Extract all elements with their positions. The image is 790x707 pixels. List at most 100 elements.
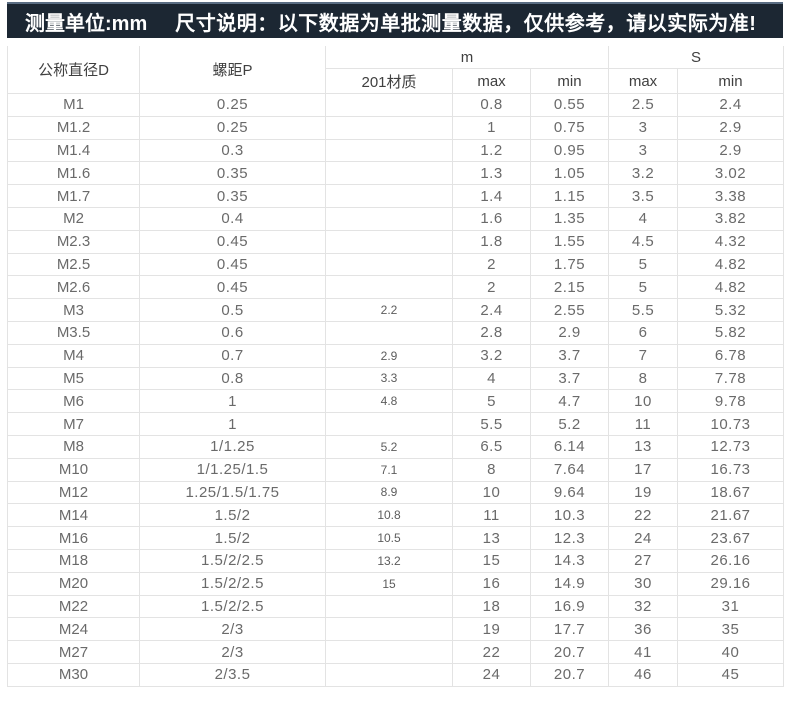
cell-pitch: 0.6 [139, 320, 326, 345]
cell-s-max: 4 [608, 206, 678, 231]
cell-material-201: 5.2 [325, 434, 453, 459]
cell-m-min: 9.64 [530, 480, 609, 505]
cell-m-min: 2.55 [530, 298, 609, 322]
cell-material-201 [325, 252, 453, 277]
cell-pitch: 1.5/2/2.5 [139, 594, 326, 619]
cell-m-max: 15 [452, 548, 531, 573]
cell-diameter: M1.4 [7, 138, 140, 163]
spec-row: M27 2/3 22 20.7 41 40 [7, 640, 785, 664]
cell-s-min: 16.73 [676, 457, 785, 482]
spec-row: M1.2 0.25 1 0.75 3 2.9 [7, 115, 785, 140]
cell-s-max: 3.2 [608, 161, 678, 186]
cell-m-min: 14.3 [530, 548, 609, 573]
cell-m-max: 3.2 [452, 343, 531, 368]
cell-pitch: 0.7 [139, 343, 326, 368]
cell-m-min: 20.7 [530, 640, 609, 664]
cell-material-201 [325, 640, 453, 664]
cell-diameter: M20 [7, 571, 140, 596]
cell-m-max: 16 [452, 571, 531, 596]
cell-material-201 [325, 275, 453, 300]
cell-s-min: 31 [676, 594, 785, 619]
cell-s-min: 35 [676, 617, 785, 642]
cell-diameter: M14 [7, 503, 140, 528]
cell-material-201 [325, 115, 453, 140]
cell-pitch: 1.5/2/2.5 [139, 548, 326, 573]
cell-material-201 [325, 412, 453, 436]
cell-m-min: 1.35 [530, 206, 609, 231]
cell-s-max: 36 [608, 617, 678, 642]
spec-row: M2.3 0.45 1.8 1.55 4.5 4.32 [7, 229, 785, 254]
spec-table-body: M1 0.25 0.8 0.55 2.5 2.4 M1.2 0.25 1 0.75 3 2.9 M1.4… [7, 93, 785, 687]
cell-m-max: 5.5 [452, 412, 531, 436]
cell-s-min: 2.9 [676, 138, 785, 163]
spec-row: M30 2/3.5 24 20.7 46 45 [7, 662, 785, 687]
spec-row: M18 1.5/2/2.5 13.2 15 14.3 27 26.16 [7, 548, 785, 573]
header-s-max: max [608, 68, 678, 94]
cell-s-max: 8 [608, 366, 678, 391]
cell-material-201 [325, 93, 453, 117]
cell-m-min: 1.55 [530, 229, 609, 254]
cell-s-max: 2.5 [608, 93, 678, 117]
cell-diameter: M1.6 [7, 161, 140, 186]
cell-pitch: 0.5 [139, 298, 326, 322]
cell-pitch: 0.35 [139, 184, 326, 208]
cell-m-min: 4.7 [530, 389, 609, 414]
cell-m-min: 0.95 [530, 138, 609, 163]
cell-s-max: 11 [608, 412, 678, 436]
cell-s-max: 13 [608, 434, 678, 459]
cell-m-max: 5 [452, 389, 531, 414]
cell-s-max: 17 [608, 457, 678, 482]
cell-m-min: 20.7 [530, 662, 609, 687]
cell-diameter: M24 [7, 617, 140, 642]
header-s-min: min [676, 68, 785, 94]
spec-row: M3 0.5 2.2 2.4 2.55 5.5 5.32 [7, 298, 785, 322]
spec-row: M2.6 0.45 2 2.15 5 4.82 [7, 275, 785, 300]
spec-row: M2 0.4 1.6 1.35 4 3.82 [7, 206, 785, 231]
cell-m-max: 6.5 [452, 434, 531, 459]
cell-s-max: 32 [608, 594, 678, 619]
cell-diameter: M10 [7, 457, 140, 482]
cell-m-min: 1.05 [530, 161, 609, 186]
cell-s-min: 5.82 [676, 320, 785, 345]
cell-material-201: 15 [325, 571, 453, 596]
header-material-201: 201材质 [325, 68, 453, 94]
cell-s-min: 45 [676, 662, 785, 687]
cell-pitch: 2/3 [139, 617, 326, 642]
cell-diameter: M18 [7, 548, 140, 573]
cell-s-max: 5 [608, 275, 678, 300]
cell-m-min: 3.7 [530, 343, 609, 368]
header-row-sub: 201材质 max min max min [8, 68, 785, 94]
cell-diameter: M4 [7, 343, 140, 368]
cell-material-201 [325, 229, 453, 254]
spec-table-header: 公称直径D 螺距P m S 201材质 max min max min [7, 46, 785, 94]
header-diameter: 公称直径D [7, 46, 140, 94]
cell-s-min: 4.82 [676, 275, 785, 300]
spec-row: M24 2/3 19 17.7 36 35 [7, 617, 785, 642]
cell-diameter: M1 [7, 93, 140, 117]
spec-row: M3.5 0.6 2.8 2.9 6 5.82 [7, 320, 785, 345]
cell-pitch: 0.25 [139, 115, 326, 140]
cell-material-201: 4.8 [325, 389, 453, 414]
header-group-s: S [607, 46, 785, 69]
cell-m-min: 2.15 [530, 275, 609, 300]
cell-s-max: 10 [608, 389, 678, 414]
cell-m-min: 2.9 [530, 320, 609, 345]
cell-material-201: 2.9 [325, 343, 453, 368]
cell-diameter: M27 [7, 640, 140, 664]
cell-s-max: 3.5 [608, 184, 678, 208]
cell-material-201: 2.2 [325, 298, 453, 322]
cell-pitch: 1 [139, 389, 326, 414]
cell-m-min: 6.14 [530, 434, 609, 459]
cell-diameter: M7 [7, 412, 140, 436]
cell-m-min: 14.9 [530, 571, 609, 596]
cell-m-max: 1.2 [452, 138, 531, 163]
cell-diameter: M3 [7, 298, 140, 322]
cell-s-min: 2.9 [676, 115, 785, 140]
cell-s-max: 6 [608, 320, 678, 345]
cell-pitch: 1 [139, 412, 326, 436]
cell-pitch: 1/1.25 [139, 434, 326, 459]
cell-diameter: M1.7 [7, 184, 140, 208]
cell-s-max: 4.5 [608, 229, 678, 254]
cell-m-min: 0.55 [530, 93, 609, 117]
spec-row: M1 0.25 0.8 0.55 2.5 2.4 [7, 93, 785, 117]
